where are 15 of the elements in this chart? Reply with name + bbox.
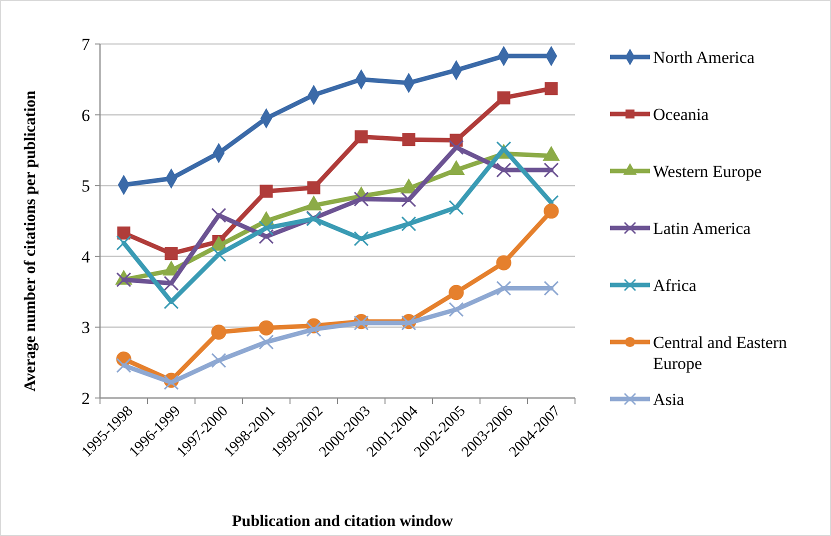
- legend-label: Asia: [653, 390, 685, 409]
- legend-label: Central and Eastern Europe: [653, 332, 788, 374]
- legend-label: Oceania: [653, 104, 710, 124]
- y-tick-label: 2: [82, 388, 90, 408]
- legend-label: Africa: [653, 276, 697, 295]
- legend-label: Latin America: [653, 218, 752, 238]
- y-tick-label: 4: [82, 247, 90, 266]
- legend-label: North America: [653, 48, 755, 67]
- y-tick-label: 6: [82, 106, 90, 125]
- y-tick-label: 5: [82, 176, 90, 196]
- y-tick-label: 3: [82, 318, 90, 338]
- y-tick-label: 7: [82, 34, 90, 54]
- legend-label: Western Europe: [653, 162, 762, 181]
- x-axis-title: Publication and citation window: [232, 513, 454, 530]
- y-axis-title: Average number of citations per publication: [22, 90, 39, 392]
